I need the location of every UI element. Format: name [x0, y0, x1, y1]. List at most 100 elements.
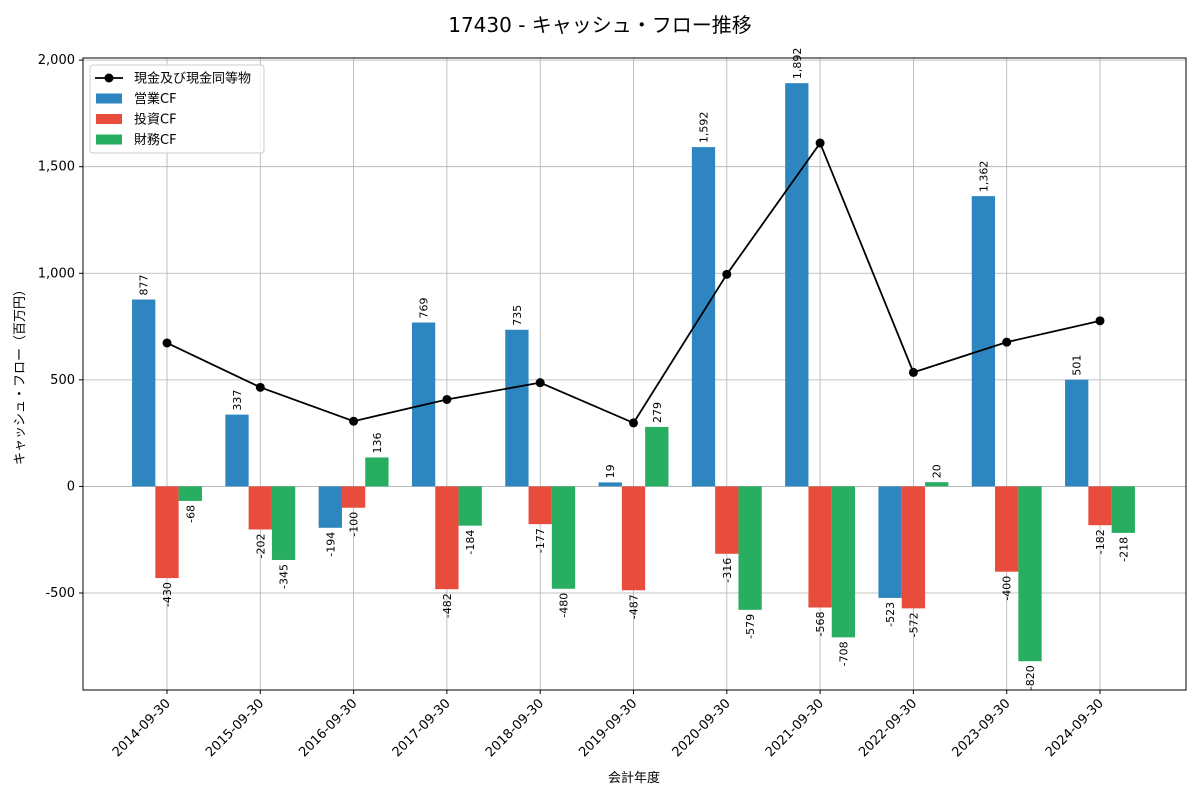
legend-box — [89, 64, 265, 154]
bar-operating — [878, 486, 902, 598]
bar-value-label: 136 — [371, 432, 384, 453]
bar-investing — [341, 486, 366, 508]
bar-investing — [155, 486, 179, 579]
cash-point — [535, 378, 545, 388]
legend-point-marker — [104, 73, 114, 83]
bar-operating — [318, 486, 342, 528]
bar-financing — [365, 457, 389, 487]
bar-value-label: -579 — [744, 614, 757, 639]
x-tick-label: 2019-09-30 — [576, 696, 640, 760]
cash-point — [1095, 316, 1105, 326]
bar-investing — [1088, 486, 1112, 526]
y-tick-label: 1,500 — [38, 160, 75, 175]
bar-value-label: -820 — [1024, 665, 1037, 690]
cash-point — [629, 418, 638, 428]
x-tick-label: 2022-09-30 — [856, 696, 920, 760]
bar-value-label: -316 — [721, 558, 734, 583]
bar-value-label: -202 — [254, 533, 267, 558]
bar-value-label: -68 — [184, 505, 197, 523]
legend-swatch — [96, 93, 122, 104]
cash-point — [722, 269, 732, 279]
bar-financing — [458, 486, 482, 526]
bar-financing — [831, 486, 856, 638]
bar-operating — [132, 299, 156, 487]
bar-operating — [785, 83, 809, 487]
bar-value-label: -482 — [441, 593, 454, 618]
bar-value-label: 877 — [138, 275, 151, 296]
cash-point — [255, 382, 265, 392]
bar-value-label: 735 — [511, 305, 524, 326]
bar-value-label: 19 — [604, 464, 617, 478]
bar-value-label: -708 — [837, 641, 850, 666]
bar-value-label: -523 — [884, 602, 897, 627]
bar-investing — [715, 486, 739, 554]
bar-value-label: 20 — [931, 464, 944, 478]
bar-value-label: -345 — [278, 564, 291, 589]
x-tick-label: 2015-09-30 — [203, 696, 267, 760]
bar-value-label: -184 — [464, 530, 477, 555]
bar-value-label: -430 — [161, 582, 174, 607]
bar-investing — [528, 486, 552, 525]
y-axis-label: キャッシュ・フロー（百万円） — [13, 283, 28, 465]
bar-investing — [621, 486, 646, 591]
cash-line-group — [162, 138, 1105, 428]
bar-value-label: -100 — [348, 512, 361, 537]
bar-investing — [901, 486, 926, 609]
x-tick-label: 2021-09-30 — [763, 696, 827, 760]
bar-value-label: -182 — [1094, 529, 1107, 554]
x-tick-label: 2017-09-30 — [390, 696, 454, 760]
bar-operating — [598, 482, 622, 487]
bar-value-label: 1,892 — [791, 48, 804, 80]
bar-operating — [971, 196, 996, 487]
bar-financing — [1018, 486, 1042, 662]
y-tick-label: 500 — [50, 373, 75, 388]
bar-financing — [1111, 486, 1135, 533]
bar-financing — [178, 486, 202, 501]
legend-label: 現金及び現金同等物 — [134, 71, 251, 87]
bar-value-label: -194 — [324, 532, 337, 557]
bar-operating — [225, 414, 249, 487]
bars-group — [132, 83, 1135, 662]
bar-operating — [1065, 379, 1089, 487]
x-tick-label: 2016-09-30 — [296, 696, 360, 760]
bar-value-label: -568 — [814, 612, 827, 637]
bar-investing — [435, 486, 459, 590]
cash-point — [162, 338, 172, 348]
bar-operating — [691, 147, 716, 487]
plot-frame — [82, 57, 1187, 691]
bar-value-label: -177 — [534, 528, 547, 553]
x-axis-label: 会計年度 — [608, 770, 660, 786]
bar-value-label: 1,362 — [977, 161, 990, 193]
bar-investing — [248, 486, 272, 530]
bar-operating — [505, 329, 529, 487]
bar-financing — [645, 426, 669, 487]
bar-value-label: 769 — [418, 298, 431, 319]
bar-value-label: 337 — [231, 390, 244, 411]
bar-value-label: -218 — [1117, 537, 1130, 562]
y-tick-label: -500 — [45, 586, 75, 601]
x-axis-ticks: 2014-09-30 2015-09-30 2016-09-30 2017-09-30… — [110, 690, 1107, 760]
cash-point — [442, 394, 452, 404]
x-tick-label: 2023-09-30 — [949, 696, 1013, 760]
x-tick-label: 2018-09-30 — [483, 696, 547, 760]
x-tick-label: 2024-09-30 — [1043, 696, 1107, 760]
bar-financing — [551, 486, 576, 589]
cash-point — [908, 367, 918, 377]
cash-point — [815, 138, 825, 148]
x-tick-label: 2014-09-30 — [110, 696, 174, 760]
legend-label: 財務CF — [134, 133, 177, 148]
bar-value-label: 1,592 — [698, 112, 711, 144]
y-axis-ticks: -500 0 500 1,000 1,500 2,000 — [38, 53, 83, 601]
legend-swatch — [96, 114, 122, 124]
bar-value-label: -480 — [558, 593, 571, 618]
bar-value-label: 501 — [1071, 355, 1084, 376]
bar-value-label: -572 — [907, 612, 920, 637]
cash-point — [349, 416, 359, 426]
x-tick-label: 2020-09-30 — [670, 696, 734, 760]
bar-financing — [925, 482, 949, 487]
y-tick-label: 2,000 — [38, 53, 75, 68]
bar-value-label: -400 — [1001, 576, 1014, 601]
bar-value-label: -487 — [628, 594, 641, 619]
cash-point — [1002, 337, 1012, 347]
